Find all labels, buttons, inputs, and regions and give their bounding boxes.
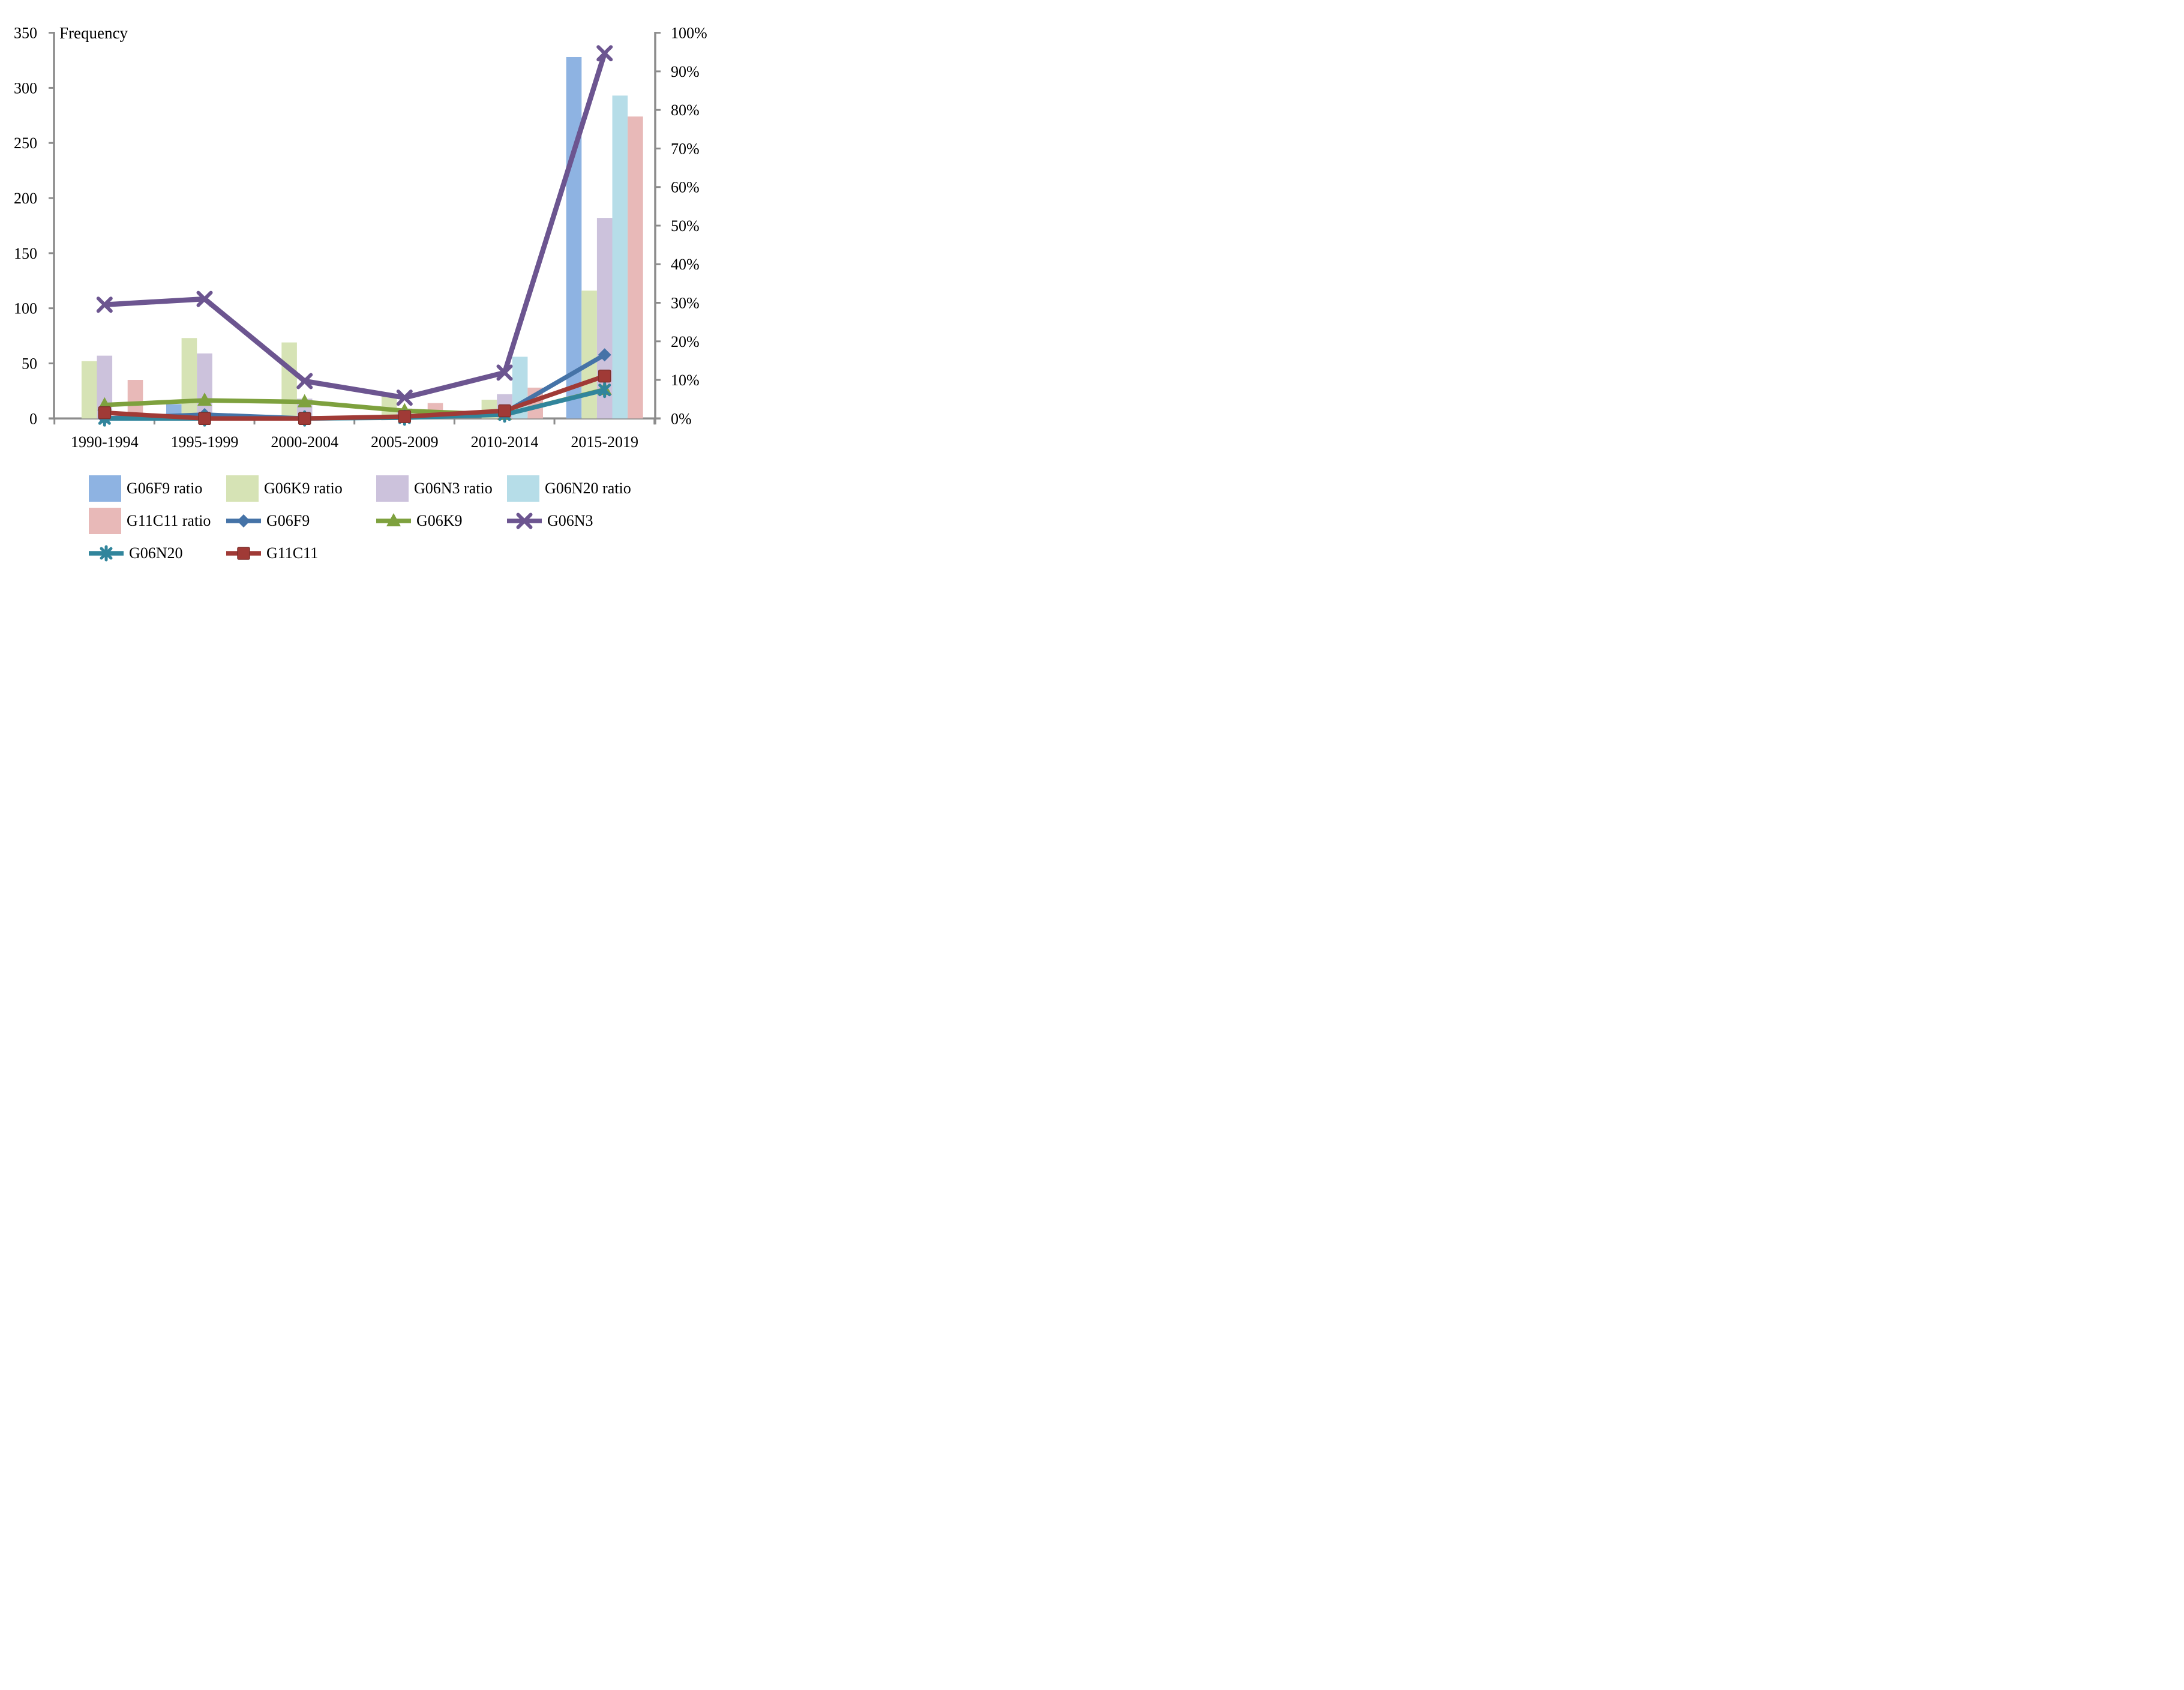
bar-g06k9-ratio-2015-2019 (581, 290, 597, 419)
x-axis-label: 2005-2009 (371, 433, 439, 451)
left-tick-label: 300 (14, 79, 37, 97)
right-tick-label: 40% (671, 256, 700, 273)
marker-g06n3-2015-2019 (596, 45, 613, 62)
bar-g06k9-ratio-1990-1994 (81, 361, 97, 419)
marker-g06f9-2015-2019 (598, 348, 611, 362)
line-series-group (96, 45, 613, 427)
left-tick-label: 250 (14, 134, 37, 152)
page-root: { "chart_data": { "type": "bar+line-comb… (0, 0, 728, 564)
left-tick-label: 50 (22, 355, 37, 372)
bar-g06f9-ratio-2015-2019 (566, 56, 582, 419)
right-tick-label: 100% (671, 25, 707, 42)
right-tick-label: 10% (671, 371, 700, 389)
right-tick-label: 90% (671, 63, 700, 80)
legend-label: G06N20 ratio (545, 480, 631, 497)
legend-label: G06K9 (416, 512, 463, 529)
legend-label: G06K9 ratio (264, 480, 343, 497)
marker-g06n3-1990-1994 (96, 296, 113, 313)
legend-swatch-g11c11-ratio-icon (89, 508, 121, 534)
legend-marker-g06f9-icon (226, 514, 261, 528)
bar-g06n3-ratio-1995-1999 (197, 353, 212, 419)
marker-g06n3-2010-2014 (496, 364, 513, 381)
legend-item-g06k9: G06K9 (376, 506, 463, 536)
legend-item-g06n20-ratio: G06N20 ratio (507, 474, 631, 504)
left-axis-title: Frequency (59, 24, 128, 42)
chart-legend: G06F9 ratio G06K9 ratio G06N3 ratio G06N20 … (0, 462, 728, 564)
marker-g06n20-2015-2019 (598, 382, 611, 398)
bar-g06n20-ratio-2015-2019 (612, 95, 628, 419)
combo-chart: 0 50 100 150 200 250 300 350 0% 10% 20% 30% 40% 50% 60… (0, 0, 728, 462)
marker-g11c11-2005-2009 (398, 410, 412, 423)
left-tick-label: 100 (14, 300, 37, 317)
legend-item-g06n3-ratio: G06N3 ratio (376, 474, 493, 504)
right-tick-label: 0% (671, 410, 692, 427)
right-tick-label: 70% (671, 140, 700, 157)
marker-g06n3-2000-2004 (296, 373, 313, 389)
legend-item-g06f9: G06F9 (226, 506, 310, 536)
legend-marker-g11c11-icon (226, 547, 261, 560)
x-axis-label: 1995-1999 (171, 433, 239, 451)
x-axis-label: 2000-2004 (271, 433, 338, 451)
legend-swatch-g06n3-ratio-icon (376, 475, 409, 502)
left-tick-label: 150 (14, 245, 37, 262)
legend-label: G06F9 ratio (127, 480, 203, 497)
bar-series-g11c11-ratio (127, 116, 643, 419)
legend-item-g06f9-ratio: G06F9 ratio (89, 474, 202, 504)
marker-g11c11-2015-2019 (598, 369, 611, 383)
legend-marker-g06n3-icon (507, 513, 542, 529)
x-axis-label: 2010-2014 (471, 433, 539, 451)
legend-marker-g06n20-icon (89, 545, 124, 562)
right-tick-label: 20% (671, 333, 700, 350)
x-axis-label: 2015-2019 (571, 433, 638, 451)
legend-label: G06N3 (547, 512, 593, 529)
line-g06n3 (102, 50, 607, 400)
line-series-g11c11 (98, 369, 611, 426)
legend-swatch-g06f9-ratio-icon (89, 475, 121, 502)
marker-g06n3-1995-1999 (196, 290, 213, 307)
right-tick-label: 30% (671, 295, 700, 312)
legend-item-g06k9-ratio: G06K9 ratio (226, 474, 343, 504)
chart-svg: 0 50 100 150 200 250 300 350 0% 10% 20% 30% 40% 50% 60… (14, 24, 707, 451)
marker-g06k9-2000-2004 (297, 394, 312, 407)
marker-g11c11-2010-2014 (498, 404, 511, 418)
legend-item-g06n3: G06N3 (507, 506, 593, 536)
right-tick-label: 60% (671, 179, 700, 196)
marker-g06k9-1995-1999 (197, 392, 212, 406)
legend-swatch-g06k9-ratio-icon (226, 475, 259, 502)
left-tick-label: 0 (29, 410, 37, 427)
legend-label: G06N20 (129, 544, 183, 562)
legend-item-g11c11: G11C11 (226, 538, 318, 568)
marker-g06n3-2005-2009 (396, 389, 413, 406)
legend-swatch-g06n20-ratio-icon (507, 475, 539, 502)
left-tick-label: 350 (14, 25, 37, 42)
bar-series-g06f9-ratio (166, 56, 582, 419)
legend-item-g11c11-ratio: G11C11 ratio (89, 506, 211, 536)
bar-series-group (81, 56, 643, 419)
bar-g06k9-ratio-2000-2004 (281, 342, 297, 419)
line-g11c11 (102, 373, 607, 421)
line-series-g06n3 (96, 45, 613, 406)
left-tick-label: 200 (14, 190, 37, 207)
marker-g11c11-1995-1999 (198, 412, 211, 426)
legend-label: G06N3 ratio (414, 480, 493, 497)
legend-label: G06F9 (266, 512, 310, 529)
bar-g11c11-ratio-2015-2019 (628, 116, 643, 419)
marker-g11c11-1990-1994 (98, 406, 112, 419)
bar-g06k9-ratio-1995-1999 (181, 338, 197, 419)
marker-g11c11-2000-2004 (298, 412, 311, 426)
legend-label: G11C11 ratio (127, 512, 211, 529)
x-axis-label: 1990-1994 (71, 433, 139, 451)
legend-item-g06n20: G06N20 (89, 538, 183, 568)
right-tick-label: 80% (671, 101, 700, 119)
legend-label: G11C11 (266, 544, 319, 562)
right-tick-label: 50% (671, 217, 700, 235)
legend-marker-g06k9-icon (376, 513, 411, 526)
